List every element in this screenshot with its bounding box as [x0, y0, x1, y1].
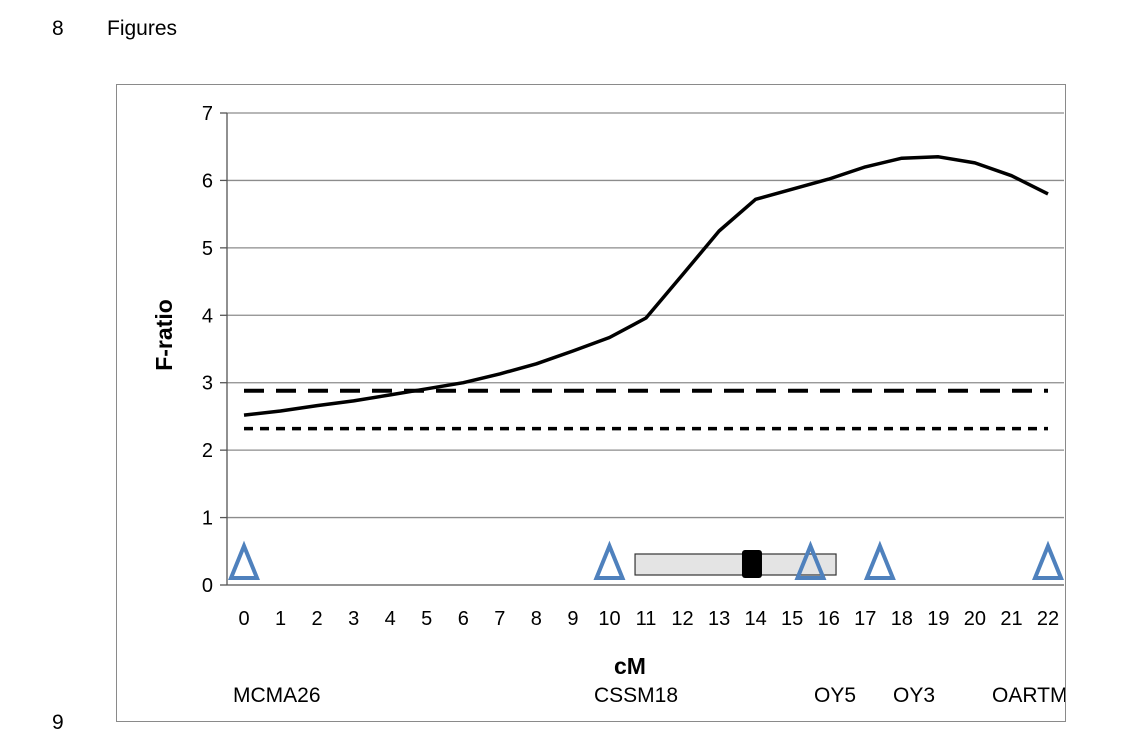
x-tick-label: 12 — [671, 608, 693, 630]
marker-triangle-oy3 — [863, 540, 896, 580]
marker-triangle-cssm18 — [593, 540, 626, 580]
x-tick-label: 9 — [567, 608, 578, 630]
y-tick-label: 4 — [202, 305, 213, 327]
marker-name-label: OY3 — [893, 684, 935, 707]
confidence-interval — [634, 550, 837, 578]
y-tick-label: 5 — [202, 238, 213, 260]
x-tick-label: 8 — [531, 608, 542, 630]
marker-name-label: OARTMR1 — [992, 684, 1065, 707]
x-tick-label: 19 — [927, 608, 949, 630]
y-tick-label: 0 — [202, 575, 213, 597]
y-tick-label: 1 — [202, 508, 213, 530]
line-number-9: 9 — [52, 711, 64, 734]
x-tick-label: 0 — [238, 608, 249, 630]
x-axis-label: cM — [614, 653, 646, 679]
grid-lines — [227, 112, 1064, 519]
marker-triangle-mcma26 — [228, 540, 260, 580]
x-tick-label: 10 — [598, 608, 620, 630]
series-line-solid — [243, 155, 1049, 417]
y-tick-label: 7 — [202, 103, 213, 125]
x-tick-label: 5 — [421, 608, 432, 630]
x-tick-label: 1 — [275, 608, 286, 630]
x-tick-label: 18 — [891, 608, 913, 630]
y-axis-label: F-ratio — [151, 299, 177, 371]
series-lines — [243, 155, 1049, 431]
y-tick-label: 2 — [202, 440, 213, 462]
x-tick-label: 20 — [964, 608, 986, 630]
line-number-8: 8 — [52, 17, 64, 40]
confidence-interval-bar — [634, 553, 837, 576]
page-heading: Figures — [107, 17, 178, 40]
x-tick-label: 4 — [385, 608, 396, 630]
marker-triangle-oartmr1 — [1032, 540, 1064, 580]
x-tick-label: 3 — [348, 608, 359, 630]
x-tick-label: 17 — [854, 608, 876, 630]
x-tick-label: 6 — [458, 608, 469, 630]
marker-name-label: MCMA26 — [233, 684, 321, 707]
marker-name-label: OY5 — [814, 684, 856, 707]
x-tick-label: 22 — [1037, 608, 1059, 630]
x-tick-label: 16 — [818, 608, 840, 630]
marker-name-label: CSSM18 — [594, 684, 678, 707]
x-tick-label: 11 — [636, 608, 657, 630]
peak-position-marker — [741, 550, 762, 578]
x-tick-label: 14 — [745, 608, 767, 630]
axes — [220, 112, 1064, 586]
x-tick-label: 7 — [494, 608, 505, 630]
chart-frame: 0 1 2 3 4 5 6 7 0 1 2 3 4 5 6 7 8 9 10 11 12 13 14 15 16 17 18 19 20… — [116, 84, 1066, 722]
x-tick-label: 21 — [1000, 608, 1022, 630]
x-tick-label: 13 — [708, 608, 730, 630]
marker-triangle-oy5 — [794, 540, 827, 580]
marker-triangles — [228, 540, 1064, 580]
y-tick-label: 6 — [202, 170, 213, 192]
x-tick-label: 15 — [781, 608, 803, 630]
y-tick-label: 3 — [202, 373, 213, 395]
x-tick-label: 2 — [312, 608, 323, 630]
